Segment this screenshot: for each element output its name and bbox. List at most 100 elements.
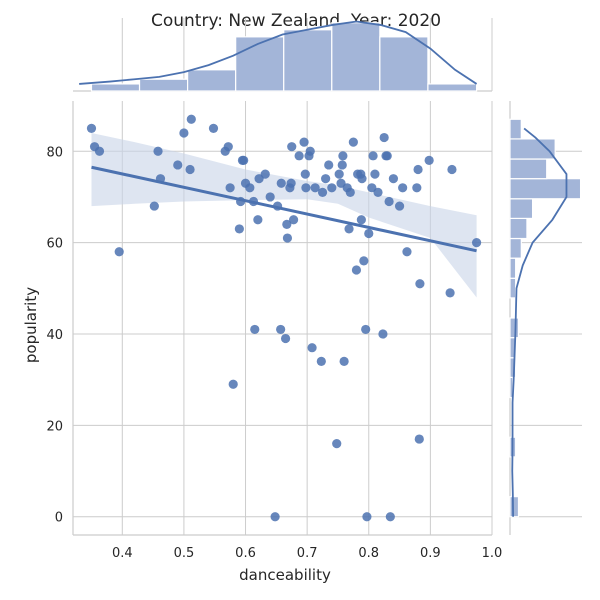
data-point-86 [413,164,423,175]
data-point-60 [345,187,355,197]
data-point-36 [286,178,296,188]
confidence-band [91,132,477,298]
x-tick-label-5: 0.9 [420,546,441,561]
data-point-30 [276,324,286,335]
data-point-74 [373,187,383,197]
data-point-88 [415,279,425,289]
data-point-52 [332,439,342,449]
data-point-67 [359,256,369,266]
top-hist-bar-1 [138,78,189,92]
data-point-34 [282,233,293,243]
data-point-10 [186,114,196,124]
right-hist-bar-19 [509,118,522,140]
data-point-42 [301,183,311,193]
data-point-73 [370,169,380,179]
top-hist-bar-2 [187,69,237,92]
data-point-11 [208,123,219,134]
right-hist-bar-16 [509,178,582,200]
top-hist-bar-7 [427,83,478,92]
data-point-51 [327,183,337,193]
right-hist-bar-15 [509,198,534,220]
data-point-55 [337,160,347,170]
regression-line [91,165,477,253]
data-point-66 [357,174,367,184]
data-point-32 [280,333,291,344]
data-point-3 [114,247,124,257]
data-point-4 [149,201,159,211]
right-hist-bar-11 [509,277,517,299]
top-hist-bar-3 [235,36,285,92]
x-tick-label-4: 0.8 [358,546,379,561]
data-point-75 [378,329,388,339]
data-point-27 [265,192,275,202]
data-point-16 [234,224,244,234]
data-point-70 [364,228,374,239]
data-point-87 [414,434,424,444]
top-kde-curve [79,20,478,85]
y-tick-label-1: 20 [46,419,63,434]
x-axis-label: danceability [239,566,331,584]
data-point-80 [385,512,395,522]
y-tick-label-0: 0 [55,511,63,526]
data-point-53 [334,169,344,179]
data-point-33 [282,219,292,229]
data-point-8 [179,128,189,138]
y-axis-label: popularity [22,287,40,363]
data-point-19 [239,155,249,165]
data-point-69 [362,512,372,522]
data-point-31 [276,178,286,188]
data-point-28 [270,512,280,522]
x-tick-label-6: 1.0 [482,546,503,561]
data-point-82 [394,201,405,211]
right-marginal-histogram [509,101,582,535]
data-point-23 [250,324,260,335]
top-hist-bar-4 [283,29,333,92]
data-point-90 [445,288,455,298]
data-point-15 [228,379,238,389]
data-point-44 [305,146,315,156]
data-point-79 [384,196,394,207]
data-point-91 [447,164,457,175]
y-tick-label-3: 60 [46,237,63,252]
data-point-59 [344,224,354,234]
data-point-9 [185,164,195,175]
data-point-49 [321,174,331,184]
right-hist-bar-0 [509,496,520,518]
data-point-2 [94,146,105,156]
data-point-89 [424,155,434,165]
data-point-68 [361,324,371,335]
right-hist-bar-17 [509,158,548,180]
data-point-50 [324,160,334,170]
right-hist-bar-13 [509,237,522,259]
main-scatter-plot: 0.4 0.5 0.6 0.7 0.8 0.9 1.0 0 20 40 60 80 [46,101,502,561]
data-point-45 [307,343,317,353]
chart-title: Country: New Zealand, Year: 2020 [151,11,441,31]
data-point-84 [402,247,412,257]
data-point-26 [260,169,270,179]
data-point-61 [348,137,358,147]
data-point-40 [299,137,309,147]
data-point-7 [173,160,183,170]
data-point-48 [317,187,328,197]
x-tick-label-3: 0.7 [297,546,318,561]
y-tick-label-2: 40 [46,328,63,343]
data-point-62 [351,265,362,275]
data-point-38 [288,215,299,225]
right-hist-bar-18 [509,138,556,160]
data-point-56 [338,151,348,161]
data-point-5 [153,146,163,156]
y-tick-label-4: 80 [46,145,63,160]
data-point-21 [245,183,255,193]
x-tick-label-1: 0.5 [174,546,195,561]
data-point-46 [310,183,320,193]
data-point-37 [287,142,297,152]
data-point-83 [398,183,408,193]
right-hist-bar-9 [509,317,520,339]
top-hist-bar-5 [331,22,381,92]
right-kde-curve [511,127,568,517]
top-hist-bar-0 [90,83,141,92]
data-point-76 [379,132,389,143]
data-point-78 [382,151,392,161]
data-point-57 [339,356,349,366]
